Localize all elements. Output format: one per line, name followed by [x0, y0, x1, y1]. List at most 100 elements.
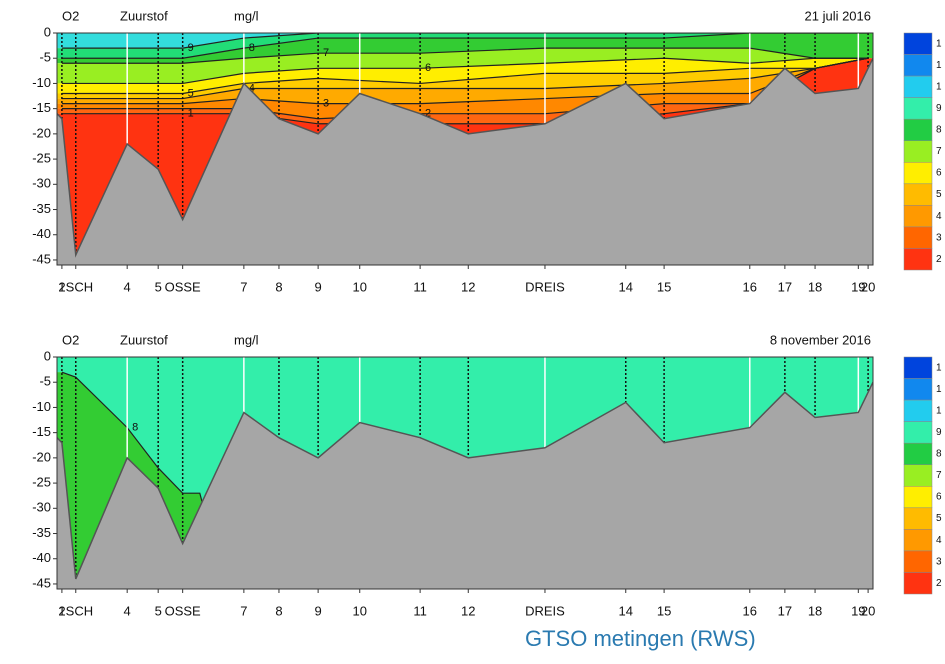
x-tick-label: 12 [461, 603, 475, 618]
contour-label: 8 [249, 42, 255, 54]
contour-band [57, 58, 873, 124]
plot-area: 8 [57, 357, 873, 589]
legend-swatch [903, 529, 933, 552]
bed [57, 382, 873, 589]
legend-label: 7 [936, 146, 942, 157]
bed [57, 58, 873, 265]
x-tick-label: 19 [851, 279, 865, 294]
x-tick-label: 19 [851, 603, 865, 618]
x-tick-label: 9 [315, 279, 322, 294]
plot-frame [56, 356, 874, 590]
contour-band [57, 48, 873, 84]
x-tick-label: 5 [155, 279, 162, 294]
legend-label: 1 [936, 384, 942, 395]
y-tick-label: -10 [32, 399, 51, 414]
panel: 9 8 765 43210-5-10-15-20-25-30-35-40-4512SC… [32, 8, 942, 294]
x-tick-label: 4 [124, 279, 131, 294]
legend-swatch [903, 75, 933, 98]
y-tick-label: -35 [32, 201, 51, 216]
legend-label: 4 [936, 535, 942, 546]
contour-label: 2 [425, 108, 431, 120]
y-tick-label: -35 [32, 525, 51, 540]
x-tick-label: 17 [778, 279, 792, 294]
legend-label: 5 [936, 513, 942, 524]
legend-swatch [903, 97, 933, 120]
plot-area: 9 8 7 6 5 4 3 2 1 [57, 33, 873, 265]
contour-label: 6 [425, 62, 431, 74]
x-tick-label: 20 [861, 279, 875, 294]
contour-band [57, 58, 873, 104]
x-tick-label: 15 [657, 603, 671, 618]
legend-swatch [903, 486, 933, 509]
x-tick-label: OSSE [165, 603, 201, 618]
contour-line [61, 57, 869, 100]
y-tick-label: 0 [44, 348, 51, 363]
legend-label: 4 [936, 211, 942, 222]
legend-label: 8 [936, 125, 942, 136]
legend-swatch [903, 205, 933, 228]
x-tick-label: 1 [58, 603, 65, 618]
unit: mg/l [234, 332, 259, 347]
legend-label: 7 [936, 470, 942, 481]
x-tick-label: 9 [315, 603, 322, 618]
legend-label: 1 [936, 362, 942, 373]
legend-label: 9 [936, 103, 942, 114]
x-tick-label: 7 [240, 603, 247, 618]
legend-label: 2 [936, 254, 942, 265]
legend-swatch [903, 118, 933, 141]
legend-label: 5 [936, 189, 942, 200]
x-tick-label: 11 [413, 279, 427, 294]
footer: GTSO metingen (RWS) [525, 626, 756, 651]
contour-label: 1 [188, 108, 194, 120]
x-tick-label: 4 [124, 603, 131, 618]
y-tick-label: -5 [39, 374, 51, 389]
y-tick-label: -15 [32, 100, 51, 115]
legend-swatch [903, 442, 933, 465]
legend-label: 1 [936, 82, 942, 93]
y-tick-label: -25 [32, 475, 51, 490]
x-tick-label: 8 [275, 279, 282, 294]
contour-line [61, 33, 869, 49]
legend-swatch [903, 550, 933, 573]
y-tick-label: -20 [32, 449, 51, 464]
contour-band [57, 33, 873, 64]
plot-frame [56, 32, 874, 266]
legend-swatch [903, 572, 933, 595]
title: O2 [62, 8, 79, 23]
legend-label: 9 [936, 427, 942, 438]
legend-swatch [903, 399, 933, 422]
x-tick-label: 16 [743, 603, 757, 618]
x-tick-label: 8 [275, 603, 282, 618]
x-tick-label: 7 [240, 279, 247, 294]
x-tick-label: 12 [461, 279, 475, 294]
unit: mg/l [234, 8, 259, 23]
legend-swatch [903, 226, 933, 249]
y-tick-label: -45 [32, 575, 51, 590]
legend-label: 8 [936, 449, 942, 460]
contour-label: 7 [323, 47, 329, 59]
y-tick-label: -20 [32, 125, 51, 140]
x-tick-label: 18 [808, 279, 822, 294]
legend-swatch [903, 378, 933, 401]
contour-band [57, 58, 873, 94]
legend-label: 1 [936, 406, 942, 417]
legend-swatch [903, 54, 933, 77]
legend-swatch [903, 356, 933, 379]
legend-swatch [903, 183, 933, 206]
x-tick-label: DREIS [525, 279, 565, 294]
x-tick-label: 20 [861, 603, 875, 618]
x-tick-label: 15 [657, 279, 671, 294]
legend-label: 6 [936, 168, 942, 179]
title: O2 [62, 332, 79, 347]
legend-swatch [903, 507, 933, 530]
date: 8 november 2016 [770, 332, 871, 347]
legend-swatch [903, 140, 933, 163]
contour-label: 8 [132, 422, 138, 434]
x-tick-label: DREIS [525, 603, 565, 618]
contour-label: 9 [188, 42, 194, 54]
legend-label: 1 [936, 60, 942, 71]
x-tick-label: 14 [619, 603, 633, 618]
legend-label: 1 [936, 38, 942, 49]
date: 21 juli 2016 [805, 8, 872, 23]
